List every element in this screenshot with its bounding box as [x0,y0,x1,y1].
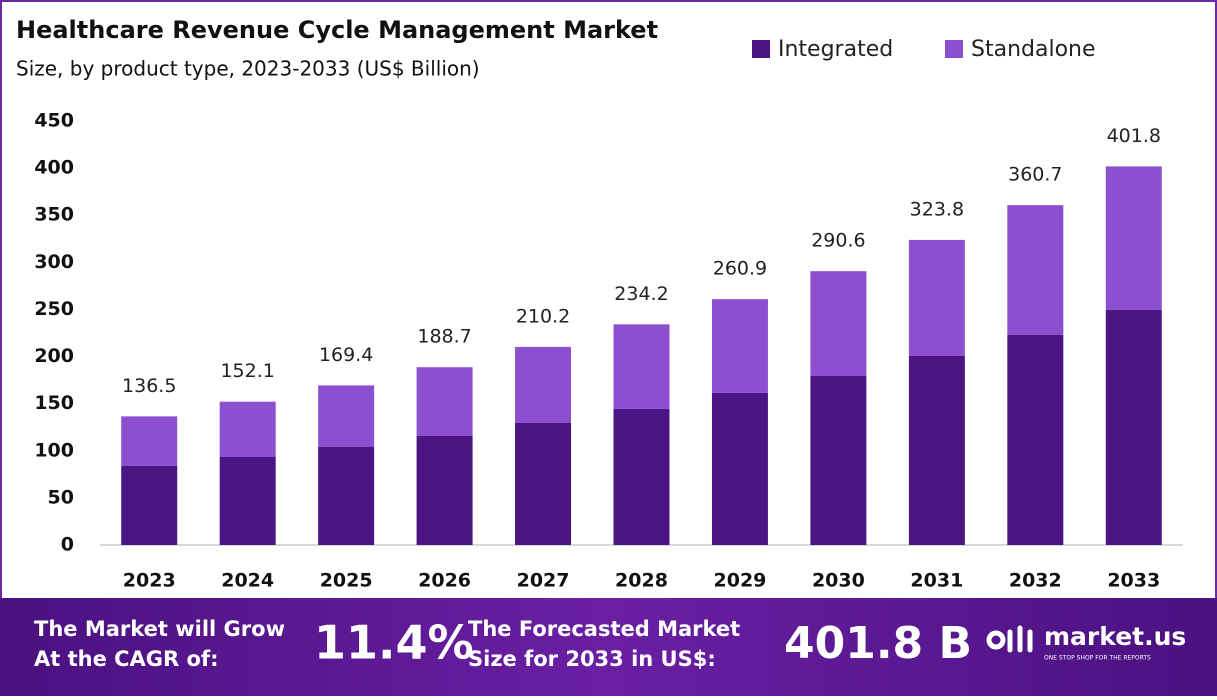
total-label: 401.8 [1107,125,1161,147]
x-tick-label: 2023 [123,570,176,592]
total-label: 188.7 [417,326,471,348]
footer-text: Size for 2033 in US$: [468,647,716,671]
brand-logo [986,625,1033,653]
x-tick-label: 2032 [1009,570,1062,592]
total-label: 260.9 [713,258,767,280]
y-tick-label: 300 [34,251,74,273]
footer-text: At the CAGR of: [34,647,219,671]
y-tick-label: 350 [34,204,74,226]
y-tick-label: 400 [34,157,74,179]
bar-segment [613,324,670,409]
x-tick-label: 2024 [221,570,274,592]
legend-label: Standalone [971,37,1096,62]
footer-text: The Market will Grow [34,617,285,641]
bar-segment [121,465,178,545]
footer-value: 401.8 B [784,618,972,669]
total-label: 290.6 [811,230,865,252]
x-tick-label: 2027 [517,570,570,592]
bar-segment [318,447,375,545]
bar-segment [711,392,768,545]
total-label: 136.5 [122,375,176,397]
legend-swatch [752,40,770,58]
x-tick-label: 2030 [812,570,865,592]
bar-segment [810,375,867,545]
bar-segment [515,422,572,545]
bar-segment [416,435,473,545]
total-label: 169.4 [319,344,373,366]
plot: 0 50 100 150 200 250 300 350 400 450 Integrated Sta… [34,37,1183,592]
y-tick-label: 100 [34,439,74,461]
bar-segment [515,346,572,423]
y-tick-label: 0 [61,534,74,556]
total-label: 210.2 [516,305,570,327]
bar-segment [219,456,276,545]
brand-tagline: ONE STOP SHOP FOR THE REPORTS [1044,655,1151,662]
y-tick-label: 200 [34,345,74,367]
x-tick-label: 2025 [320,570,373,592]
x-tick-label: 2026 [418,570,471,592]
bar-segment [318,385,375,448]
total-label: 360.7 [1008,164,1062,186]
bar-segment [1105,166,1162,310]
bar-segment [219,401,276,457]
x-tick-label: 2033 [1107,570,1160,592]
footer-value: 11.4% [314,616,474,670]
total-label: 152.1 [220,360,274,382]
footer-text: The Forecasted Market [468,617,740,641]
y-tick-label: 250 [34,298,74,320]
y-tick-label: 50 [48,486,74,508]
x-tick-label: 2029 [714,570,767,592]
bar-segment [1007,205,1064,335]
footer-band [0,598,1217,696]
total-label: 323.8 [910,198,964,220]
x-tick-label: 2031 [910,570,963,592]
bar-segment [908,355,965,545]
legend-label: Integrated [778,37,893,62]
legend-swatch [945,40,963,58]
bar-segment [121,416,178,466]
y-tick-label: 150 [34,392,74,414]
bar-segment [613,408,670,545]
chart-subtitle: Size, by product type, 2023-2033 (US$ Bi… [16,57,480,81]
x-tick-label: 2028 [615,570,668,592]
bar-segment [810,271,867,376]
y-tick-label: 450 [34,110,74,132]
bar-segment [711,299,768,393]
bar-segment [1105,309,1162,545]
chart-title: Healthcare Revenue Cycle Management Mark… [16,16,658,44]
brand-name: market.us [1044,622,1186,651]
bar-segment [1007,334,1064,545]
bar-segment [416,367,473,436]
bar-segment [908,239,965,356]
total-label: 234.2 [614,283,668,305]
